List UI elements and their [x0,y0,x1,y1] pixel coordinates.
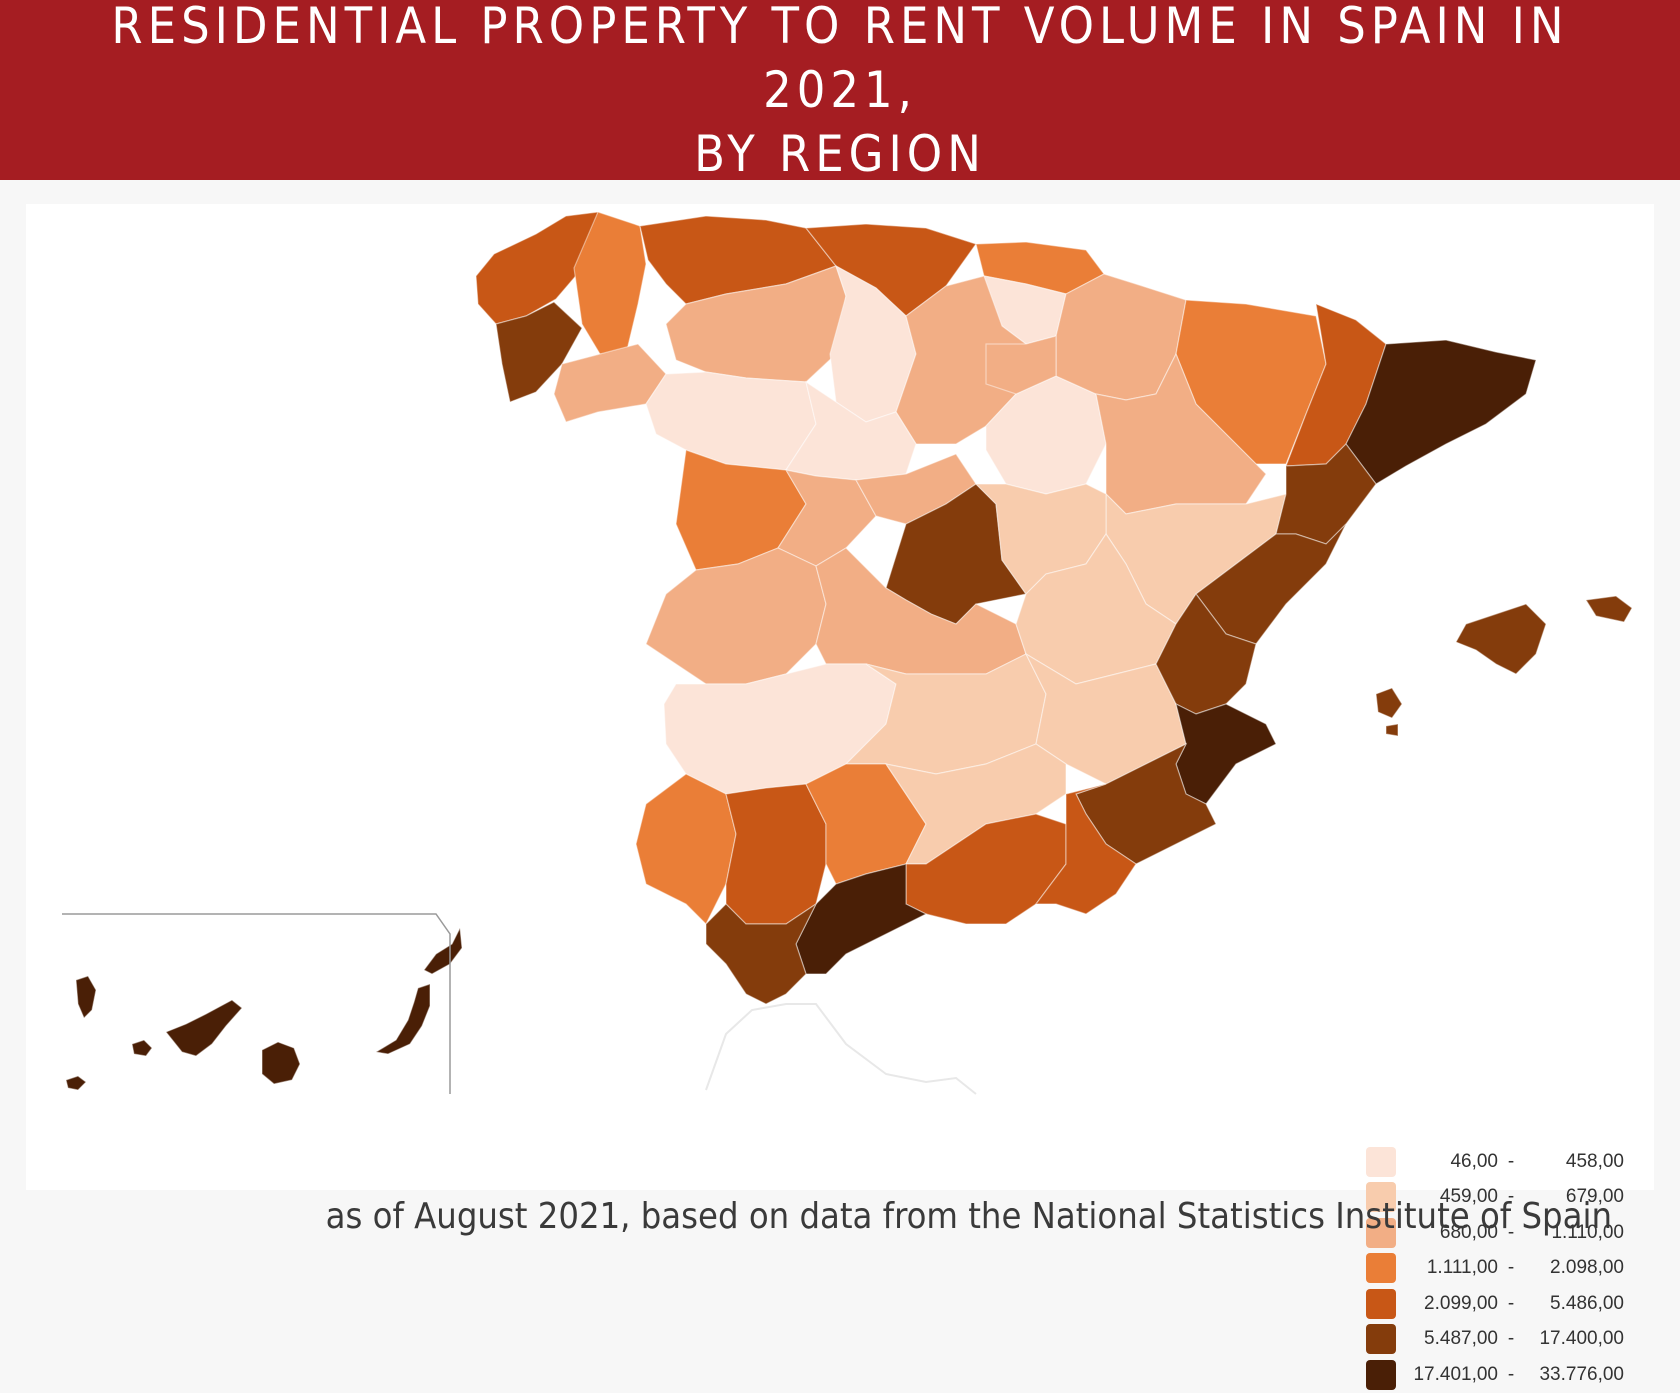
legend-range-separator: - [1507,1221,1515,1243]
region-ibiza [1375,687,1403,719]
legend-row: 5.487,00- 17.400,00 [1366,1322,1626,1358]
region-formentera [1385,723,1399,737]
legend-row: 459,00- 679,00 [1366,1180,1626,1216]
region-almeria [1034,783,1137,915]
legend-swatch [1366,1217,1396,1248]
legend-range-low: 1.111,00 [1426,1257,1498,1279]
legend-range-separator: - [1507,1257,1515,1279]
legend-range-high: 5.486,00 [1550,1292,1624,1314]
region-madrid [885,483,1028,625]
region-cadiz [705,902,818,1005]
region-menorca [1584,595,1633,623]
legend-row: 17.401,00- 33.776,00 [1366,1357,1626,1393]
legend-row: 680,00- 1.110,00 [1366,1215,1626,1251]
region-fuerteventura [374,983,431,1055]
region-gran-canaria [261,1041,301,1085]
north-africa-outline [705,1003,977,1095]
legend-range-low: 46,00 [1450,1150,1498,1172]
map-panel: 46,00-458,00 459,00-679,00 680,00-1.110,00… [26,204,1654,1390]
legend-swatch [1366,1253,1396,1284]
legend-range-high: 679,00 [1565,1186,1624,1208]
region-el-hierro [65,1075,87,1091]
legend-row: 1.111,00- 2.098,00 [1366,1251,1626,1287]
canary-inset-frame [62,913,451,1094]
region-mallorca [1455,603,1547,675]
legend-range-separator: - [1507,1292,1515,1314]
legend-swatch [1366,1146,1396,1177]
legend-range-separator: - [1507,1328,1515,1350]
legend-range-separator: - [1507,1363,1515,1385]
legend-range-high: 17.400,00 [1539,1328,1624,1350]
region-zamora [645,371,817,471]
legend-row: 46,00- 458,00 [1366,1144,1626,1180]
source-note: as of August 2021, based on data from th… [325,1196,1612,1237]
legend-row: 2.099,00- 5.486,00 [1366,1286,1626,1322]
legend-range-separator: - [1507,1150,1515,1172]
legend-range-high: 2.098,00 [1550,1257,1624,1279]
region-la-rioja [985,335,1057,395]
legend-swatch [1366,1359,1396,1390]
map-title-line-2: BY REGION [694,125,986,183]
legend-swatch [1366,1324,1396,1355]
region-tenerife [165,999,243,1057]
legend-range-low: 2.099,00 [1424,1292,1498,1314]
title-banner: RESIDENTIAL PROPERTY TO RENT VOLUME IN S… [0,0,1680,183]
legend-range-low: 5.487,00 [1424,1328,1498,1350]
map-title-line-1: RESIDENTIAL PROPERTY TO RENT VOLUME IN S… [111,0,1569,119]
region-valencia [1155,592,1257,715]
legend-range-high: 458,00 [1565,1150,1624,1172]
legend-swatch [1366,1288,1396,1319]
map-title: RESIDENTIAL PROPERTY TO RENT VOLUME IN S… [60,0,1620,186]
legend: 46,00-458,00 459,00-679,00 680,00-1.110,00… [1366,1144,1626,1393]
region-leon [665,265,847,383]
region-huelva [635,773,737,926]
region-la-palma [75,975,97,1020]
legend-range-separator: - [1507,1186,1515,1208]
region-caceres [645,547,827,685]
legend-range-low: 459,00 [1439,1186,1498,1208]
region-huesca [1175,299,1327,465]
region-lanzarote [423,925,463,975]
region-la-gomera [131,1039,153,1057]
legend-range-low: 680,00 [1439,1221,1498,1243]
legend-swatch [1366,1182,1396,1213]
legend-range-high: 33.776,00 [1539,1363,1624,1385]
region-castellon [1195,523,1347,645]
legend-range-high: 1.110,00 [1551,1221,1624,1243]
region-alicante [1175,702,1277,805]
legend-range-low: 17.401,00 [1413,1363,1498,1385]
region-barcelona-girona [1345,339,1537,485]
region-sevilla [725,783,827,925]
spain-choropleth-map [62,211,1633,1095]
